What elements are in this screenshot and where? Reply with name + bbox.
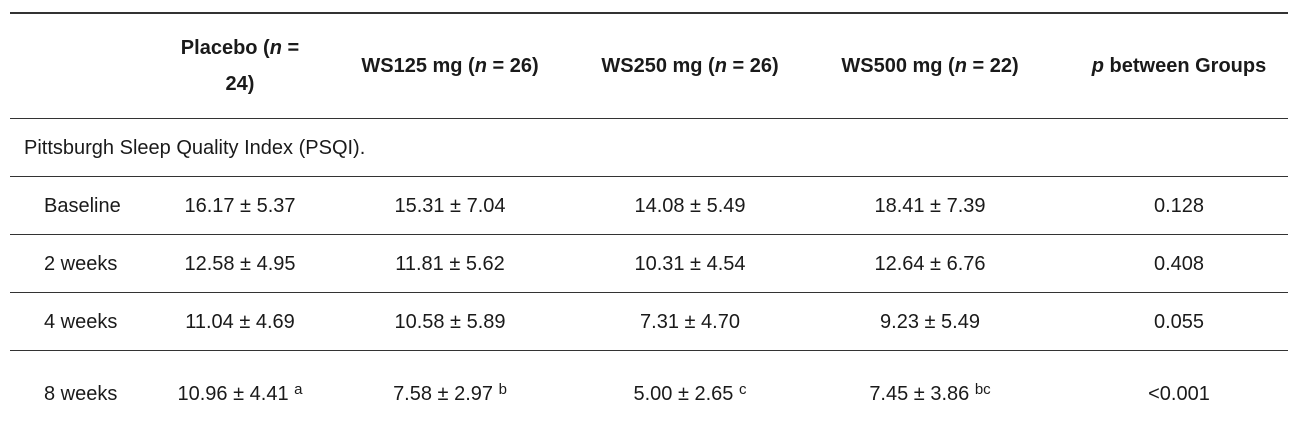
cell-value: 10.58 ± 5.89 — [394, 311, 505, 333]
header-run: WS250 mg ( — [601, 55, 714, 77]
superscript: b — [499, 381, 507, 398]
cell-value: 10.31 ± 4.54 — [634, 253, 745, 275]
header-cell: WS125 mg (n = 26) — [310, 13, 590, 119]
header-text: WS125 mg (n = 26) — [361, 48, 538, 84]
cell-value: 0.055 — [1154, 311, 1204, 333]
data-row: 2 weeks 12.58 ± 4.95 11.81 ± 5.62 10.31 ± 4… — [10, 235, 1288, 293]
data-cell: 15.31 ± 7.04 — [310, 177, 590, 235]
cell-value: 11.81 ± 5.62 — [395, 253, 505, 275]
cell-value: 7.58 ± 2.97 — [393, 383, 493, 405]
header-run: between Groups — [1104, 55, 1266, 77]
data-cell: <0.001 — [1070, 351, 1288, 437]
header-text: p between Groups — [1092, 48, 1266, 84]
data-cell: 11.04 ± 4.69 — [170, 293, 310, 351]
header-cell: p between Groups — [1070, 13, 1288, 119]
header-cell: Placebo (n = 24) — [170, 13, 310, 119]
data-row: 4 weeks 11.04 ± 4.69 10.58 ± 5.89 7.31 ± 4.… — [10, 293, 1288, 351]
header-text: WS500 mg (n = 22) — [841, 48, 1018, 84]
cell-value: 16.17 ± 5.37 — [184, 195, 295, 217]
cell-value: 9.23 ± 5.49 — [880, 311, 980, 333]
data-cell: 0.128 — [1070, 177, 1288, 235]
cell-value: 0.408 — [1154, 253, 1204, 275]
data-cell: 16.17 ± 5.37 — [170, 177, 310, 235]
data-cell: 12.64 ± 6.76 — [790, 235, 1070, 293]
table-body: Pittsburgh Sleep Quality Index (PSQI).Ba… — [10, 119, 1288, 437]
header-cell: WS500 mg (n = 22) — [790, 13, 1070, 119]
header-run: = 26) — [487, 55, 539, 77]
header-text: Placebo (n = 24) — [176, 30, 304, 102]
header-cell — [10, 13, 170, 119]
data-cell: 9.23 ± 5.49 — [790, 293, 1070, 351]
header-run: p — [1092, 55, 1104, 77]
cell-value: 0.128 — [1154, 195, 1204, 217]
cell-value: 5.00 ± 2.65 — [633, 383, 733, 405]
row-label: 8 weeks — [10, 351, 170, 437]
header-text: WS250 mg (n = 26) — [601, 48, 778, 84]
data-cell: 5.00 ± 2.65 c — [590, 351, 790, 437]
data-cell: 10.96 ± 4.41 a — [170, 351, 310, 437]
cell-value: 7.31 ± 4.70 — [640, 311, 740, 333]
data-cell: 0.055 — [1070, 293, 1288, 351]
cell-value: 12.58 ± 4.95 — [184, 253, 295, 275]
superscript: bc — [975, 381, 991, 398]
header-run: Placebo ( — [181, 37, 270, 59]
header-run: n — [955, 55, 967, 77]
header-row: Placebo (n = 24)WS125 mg (n = 26)WS250 m… — [10, 13, 1288, 119]
cell-value: 18.41 ± 7.39 — [874, 195, 985, 217]
data-cell: 14.08 ± 5.49 — [590, 177, 790, 235]
superscript: a — [294, 381, 302, 398]
superscript: c — [739, 381, 747, 398]
header-run: WS125 mg ( — [361, 55, 474, 77]
cell-value: 14.08 ± 5.49 — [634, 195, 745, 217]
data-cell: 7.31 ± 4.70 — [590, 293, 790, 351]
header-run: = 22) — [967, 55, 1019, 77]
data-cell: 0.408 — [1070, 235, 1288, 293]
header-run: n — [270, 37, 282, 59]
data-cell: 10.58 ± 5.89 — [310, 293, 590, 351]
header-run: = 26) — [727, 55, 779, 77]
table-header: Placebo (n = 24)WS125 mg (n = 26)WS250 m… — [10, 13, 1288, 119]
data-table: Placebo (n = 24)WS125 mg (n = 26)WS250 m… — [10, 12, 1288, 437]
cell-value: 12.64 ± 6.76 — [874, 253, 985, 275]
section-row: Pittsburgh Sleep Quality Index (PSQI). — [10, 119, 1288, 177]
cell-value: 15.31 ± 7.04 — [394, 195, 505, 217]
data-cell: 7.58 ± 2.97 b — [310, 351, 590, 437]
header-run: n — [715, 55, 727, 77]
cell-value: <0.001 — [1148, 383, 1210, 405]
data-cell: 18.41 ± 7.39 — [790, 177, 1070, 235]
data-cell: 7.45 ± 3.86 bc — [790, 351, 1070, 437]
cell-value: 7.45 ± 3.86 — [869, 383, 969, 405]
header-run: WS500 mg ( — [841, 55, 954, 77]
data-cell: 11.81 ± 5.62 — [310, 235, 590, 293]
data-cell: 12.58 ± 4.95 — [170, 235, 310, 293]
row-label: 4 weeks — [10, 293, 170, 351]
data-cell: 10.31 ± 4.54 — [590, 235, 790, 293]
header-cell: WS250 mg (n = 26) — [590, 13, 790, 119]
section-cell: Pittsburgh Sleep Quality Index (PSQI). — [10, 119, 1288, 177]
cell-value: 10.96 ± 4.41 — [178, 383, 289, 405]
cell-value: 11.04 ± 4.69 — [185, 311, 295, 333]
row-label: Baseline — [10, 177, 170, 235]
header-run: n — [475, 55, 487, 77]
row-label: 2 weeks — [10, 235, 170, 293]
data-row: Baseline 16.17 ± 5.37 15.31 ± 7.04 14.08 ± … — [10, 177, 1288, 235]
